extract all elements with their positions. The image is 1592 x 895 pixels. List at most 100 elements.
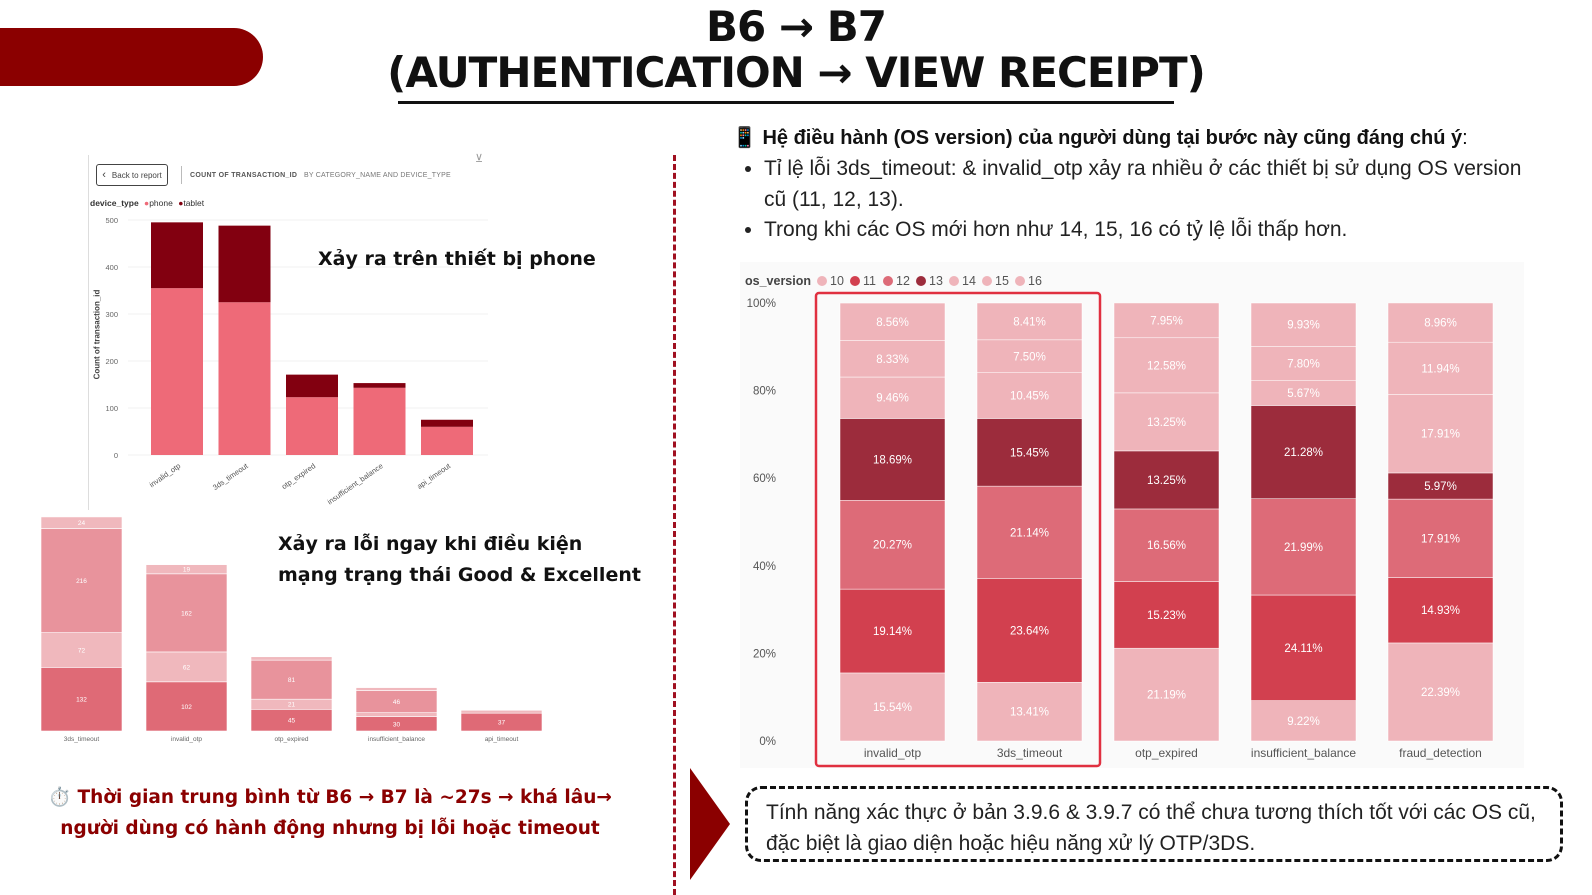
bar-segment-phone (421, 426, 473, 455)
data-label: 13.25% (1147, 417, 1186, 429)
legend-label: 12 (896, 274, 910, 288)
data-label: 7.80% (1287, 359, 1320, 371)
x-tick-label: 3ds_timeout (64, 736, 100, 743)
bar-segment-os-10 (1387, 642, 1494, 742)
section-divider (673, 155, 676, 895)
x-tick-label: insufficient_balance (368, 736, 425, 743)
os-heading-colon: : (1462, 127, 1468, 149)
bar-segment-os-10 (839, 672, 946, 742)
os-heading: 📱 Hệ điều hành (OS version) của người dù… (732, 125, 1468, 150)
bar-segment-os-16 (1250, 302, 1357, 347)
legend-swatch (949, 276, 959, 286)
x-tick-label: invalid_otp (148, 461, 183, 489)
bar-segment-os-11 (976, 578, 1083, 683)
bar-segment-os-10 (976, 682, 1083, 742)
x-tick-label: api_timeout (485, 736, 519, 743)
annotation-phone: Xảy ra trên thiết bị phone (318, 248, 596, 270)
bar-segment-os-12 (1250, 498, 1357, 596)
bar-segment (145, 573, 228, 653)
x-tick-label: api_timeout (415, 461, 453, 491)
device-type-bar-chart: 0 100 200 300 400 500 invalid_otp 3ds_timeout ot… (105, 216, 488, 505)
legend-swatch (982, 276, 992, 286)
data-label: 23.64% (1010, 625, 1049, 637)
conclusion-box: Tính năng xác thực ở bản 3.9.6 & 3.9.7 c… (745, 786, 1563, 862)
phone-icon: 📱 (732, 127, 757, 149)
data-label: 21.19% (1147, 690, 1186, 702)
legend-label: 16 (1028, 274, 1042, 288)
x-tick-label: otp_expired (275, 736, 309, 743)
bar-segment (145, 564, 228, 575)
bar-segment-os-13 (1113, 450, 1220, 510)
bar-segment (355, 712, 438, 717)
data-label: 13.25% (1147, 475, 1186, 487)
data-label: 62 (183, 664, 191, 671)
bar-segment-os-11 (839, 588, 946, 674)
data-label: 21.99% (1284, 542, 1323, 554)
x-tick-label: otp_expired (1135, 746, 1198, 760)
bar-segment (40, 528, 123, 633)
bar-segment (40, 667, 123, 732)
data-label: 24.11% (1284, 643, 1322, 655)
bar-segment-os-15 (1113, 337, 1220, 394)
legend-tablet-label: tablet (183, 198, 205, 208)
data-label: 15.54% (873, 702, 912, 714)
x-tick-label: insufficient_balance (326, 461, 385, 505)
data-label: 5.97% (1424, 481, 1457, 493)
legend-label: 11 (863, 274, 876, 288)
timing-note-line2: người dùng có hành động nhưng bị lỗi hoặ… (60, 818, 600, 839)
annotation-network: Xảy ra lỗi ngay khi điều kiện mạng trạng… (278, 529, 641, 591)
legend-swatch (916, 276, 926, 286)
bar-segment-os-12 (1113, 508, 1220, 582)
x-tick-label: invalid_otp (171, 736, 202, 743)
chevron-left-icon: ‹ (102, 169, 106, 181)
data-label: 17.91% (1421, 429, 1460, 441)
page-title-line2: (AUTHENTICATION → VIEW RECEIPT) (387, 48, 1206, 97)
bar-segment-os-16 (839, 302, 946, 341)
x-tick-label: invalid_otp (864, 746, 922, 760)
bar-segment-os-13 (1250, 405, 1357, 499)
bar-segment (40, 632, 123, 668)
data-label: 37 (498, 720, 506, 727)
bar-segment-os-13 (976, 418, 1083, 487)
data-label: 216 (76, 578, 87, 585)
bar-segment-os-14 (1387, 394, 1494, 474)
bar-segment-os-11 (1250, 594, 1357, 701)
data-label: 20.27% (873, 540, 912, 552)
annotation-network-line2: mạng trạng thái Good & Excellent (278, 564, 641, 586)
bar-segment-os-13 (1387, 472, 1494, 500)
back-to-report-button[interactable]: ‹ Back to report (96, 164, 168, 186)
y-tick-label: 100 (105, 404, 118, 413)
chart1-title: COUNT OF TRANSACTION_ID (190, 172, 298, 179)
data-label: 72 (78, 648, 86, 655)
bar-segment-os-11 (1387, 577, 1494, 644)
legend-label: 10 (830, 274, 844, 288)
data-label: 21.14% (1010, 527, 1049, 539)
data-label: 17.91% (1421, 533, 1460, 545)
filter-icon[interactable]: ⊻ (475, 153, 484, 165)
bar-segment-tablet (286, 374, 338, 398)
chart1-subtitle: BY CATEGORY_NAME AND DEVICE_TYPE (304, 172, 451, 179)
data-label: 11.94% (1421, 363, 1459, 375)
legend-phone-label: phone (149, 198, 173, 208)
timing-note-line1: ⏱️ Thời gian trung bình từ B6 → B7 là ~2… (48, 787, 612, 808)
data-label: 9.46% (876, 393, 909, 405)
header-separator (181, 166, 182, 184)
bar-segment-tablet (353, 383, 406, 388)
data-label: 7.95% (1150, 315, 1183, 327)
title-underline (398, 101, 1174, 104)
data-label: 16.56% (1147, 540, 1186, 552)
bar-segment-os-10 (1250, 700, 1357, 742)
data-label: 8.33% (876, 354, 909, 366)
data-label: 45 (288, 718, 296, 725)
y-tick-label: 200 (105, 357, 118, 366)
bar-segment (460, 709, 543, 714)
data-label: 18.69% (873, 454, 912, 466)
bar-segment-tablet (151, 222, 203, 289)
legend-tablet-swatch: ● (178, 198, 184, 208)
y-tick-label: 20% (753, 648, 776, 660)
network-condition-bar-chart: 132 72 216 24 3ds_timeout 102 62 162 19 invalid_o… (40, 516, 543, 743)
bar-segment-tablet (421, 419, 473, 427)
data-label: 13.41% (1010, 707, 1049, 719)
y-tick-label: 0% (759, 736, 776, 748)
y-tick-label: 400 (105, 263, 118, 272)
